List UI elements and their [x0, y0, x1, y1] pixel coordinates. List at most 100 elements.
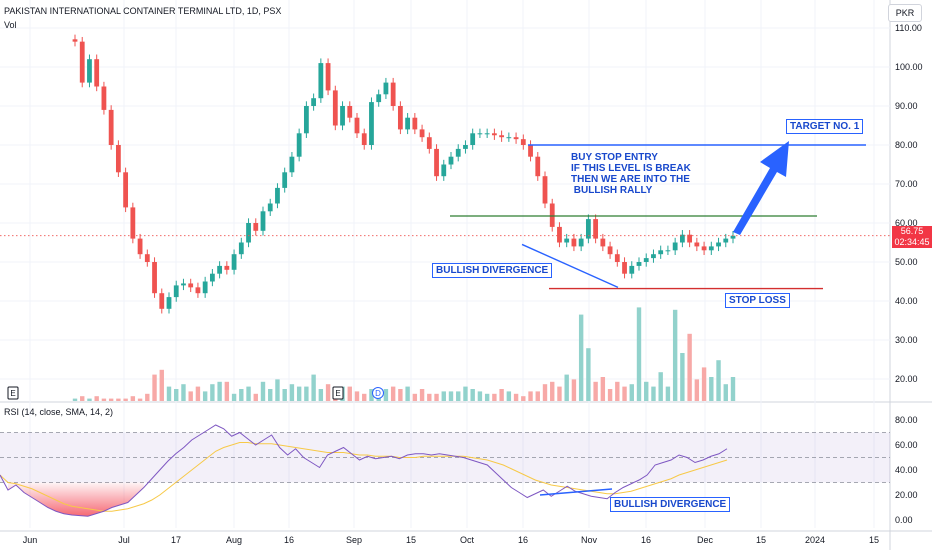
volume-bar [80, 396, 85, 401]
volume-bar [94, 396, 99, 401]
candle-body [87, 59, 92, 83]
candle-body [202, 281, 208, 294]
candle-body [651, 254, 656, 259]
volume-bar [202, 391, 208, 401]
volume-bar [159, 369, 164, 401]
candle-body [658, 250, 664, 255]
volume-bar [578, 314, 584, 401]
candle-body [470, 133, 476, 145]
x-tick-label: 16 [641, 535, 651, 545]
stop-loss-label[interactable]: STOP LOSS [725, 293, 790, 308]
volume-bar [694, 379, 700, 401]
last-price-countdown: 02:34:45 [894, 237, 930, 247]
last-price-value: 56.75 [900, 226, 924, 236]
candle-body [390, 82, 396, 106]
candle-body [636, 262, 642, 266]
candle-body [542, 176, 548, 204]
volume-bar [246, 386, 251, 401]
candle-body [260, 211, 266, 231]
volume-bar [325, 384, 331, 401]
rsi-y-tick-label: 0.00 [895, 515, 913, 525]
currency-button[interactable]: PKR [888, 4, 922, 22]
candle-body [614, 254, 620, 262]
volume-bar [390, 386, 396, 401]
candle-body [643, 258, 649, 262]
rsi-label: RSI (14, close, SMA, 14, 2) [4, 407, 114, 417]
volume-bar [268, 389, 273, 401]
volume-bar [296, 386, 302, 401]
candle-body [448, 156, 454, 165]
candle-body [152, 262, 157, 294]
candle-body [137, 238, 143, 255]
volume-bar [217, 381, 222, 401]
volume-bar [405, 386, 410, 401]
candle-body [347, 106, 353, 118]
candle-body [188, 283, 194, 288]
candle-body [441, 164, 447, 177]
candle-body [79, 41, 85, 83]
candle-body [253, 223, 259, 231]
volume-bar [564, 374, 569, 401]
candle-body [723, 238, 729, 243]
volume-bar [101, 398, 107, 401]
volume-bar [130, 396, 136, 401]
event-marker[interactable]: D [372, 387, 384, 399]
volume-bar [369, 389, 374, 401]
candle-body [564, 238, 570, 243]
volume-bar [362, 393, 367, 401]
volume-bar [231, 393, 237, 401]
last-price-tag: 56.75 02:34:45 [892, 226, 932, 248]
x-tick-label: Oct [460, 535, 475, 545]
volume-bar [441, 391, 446, 401]
candle-body [499, 135, 505, 138]
volume-bar [636, 307, 642, 401]
x-tick-label: Aug [226, 535, 242, 545]
candle-body [419, 129, 425, 138]
volume-bar [456, 391, 461, 401]
buy-stop-label[interactable]: BUY STOP ENTRY IF THIS LEVEL IS BREAK TH… [571, 152, 691, 196]
volume-bar [680, 353, 685, 401]
rsi-y-tick-label: 80.00 [895, 415, 918, 425]
x-tick-label: 16 [284, 535, 294, 545]
candle-body [405, 117, 411, 130]
candle-body [361, 133, 367, 145]
candle-body [463, 145, 468, 149]
volume-bars [72, 307, 736, 401]
volume-bar [166, 386, 172, 401]
candle-body [383, 82, 389, 95]
x-tick-label: Dec [697, 535, 714, 545]
volume-bar [709, 377, 714, 401]
target-label[interactable]: TARGET NO. 1 [786, 119, 864, 134]
x-tick-label: 15 [406, 535, 416, 545]
candle-body [622, 262, 627, 274]
candles [72, 34, 736, 314]
volume-bar [145, 393, 150, 401]
rsi-line [0, 424, 728, 517]
candle-body [716, 242, 721, 247]
volume-bar [282, 389, 287, 401]
event-marker[interactable]: E [7, 386, 19, 400]
x-tick-label: Sep [346, 535, 362, 545]
candle-body [528, 145, 533, 157]
divergence-line-price [521, 243, 619, 288]
volume-bar [304, 386, 309, 401]
bullish-divergence-price-label[interactable]: BULLISH DIVERGENCE [432, 263, 553, 278]
y-tick-label: 60.00 [895, 218, 918, 228]
candle-body [94, 59, 100, 87]
event-marker[interactable]: E [332, 386, 344, 400]
candle-body [325, 63, 331, 91]
candle-body [246, 223, 251, 243]
candle-body [303, 106, 309, 134]
volume-bar [87, 398, 92, 401]
volume-bar [463, 386, 468, 401]
candle-body [708, 246, 714, 251]
volume-bar [622, 386, 627, 401]
candle-body [513, 137, 519, 140]
volume-bar [398, 389, 403, 401]
candle-body [123, 172, 129, 208]
event-marker-label: E [335, 389, 340, 398]
volume-bar [354, 391, 360, 401]
y-tick-label: 30.00 [895, 335, 918, 345]
bullish-divergence-rsi-label[interactable]: BULLISH DIVERGENCE [610, 497, 731, 512]
